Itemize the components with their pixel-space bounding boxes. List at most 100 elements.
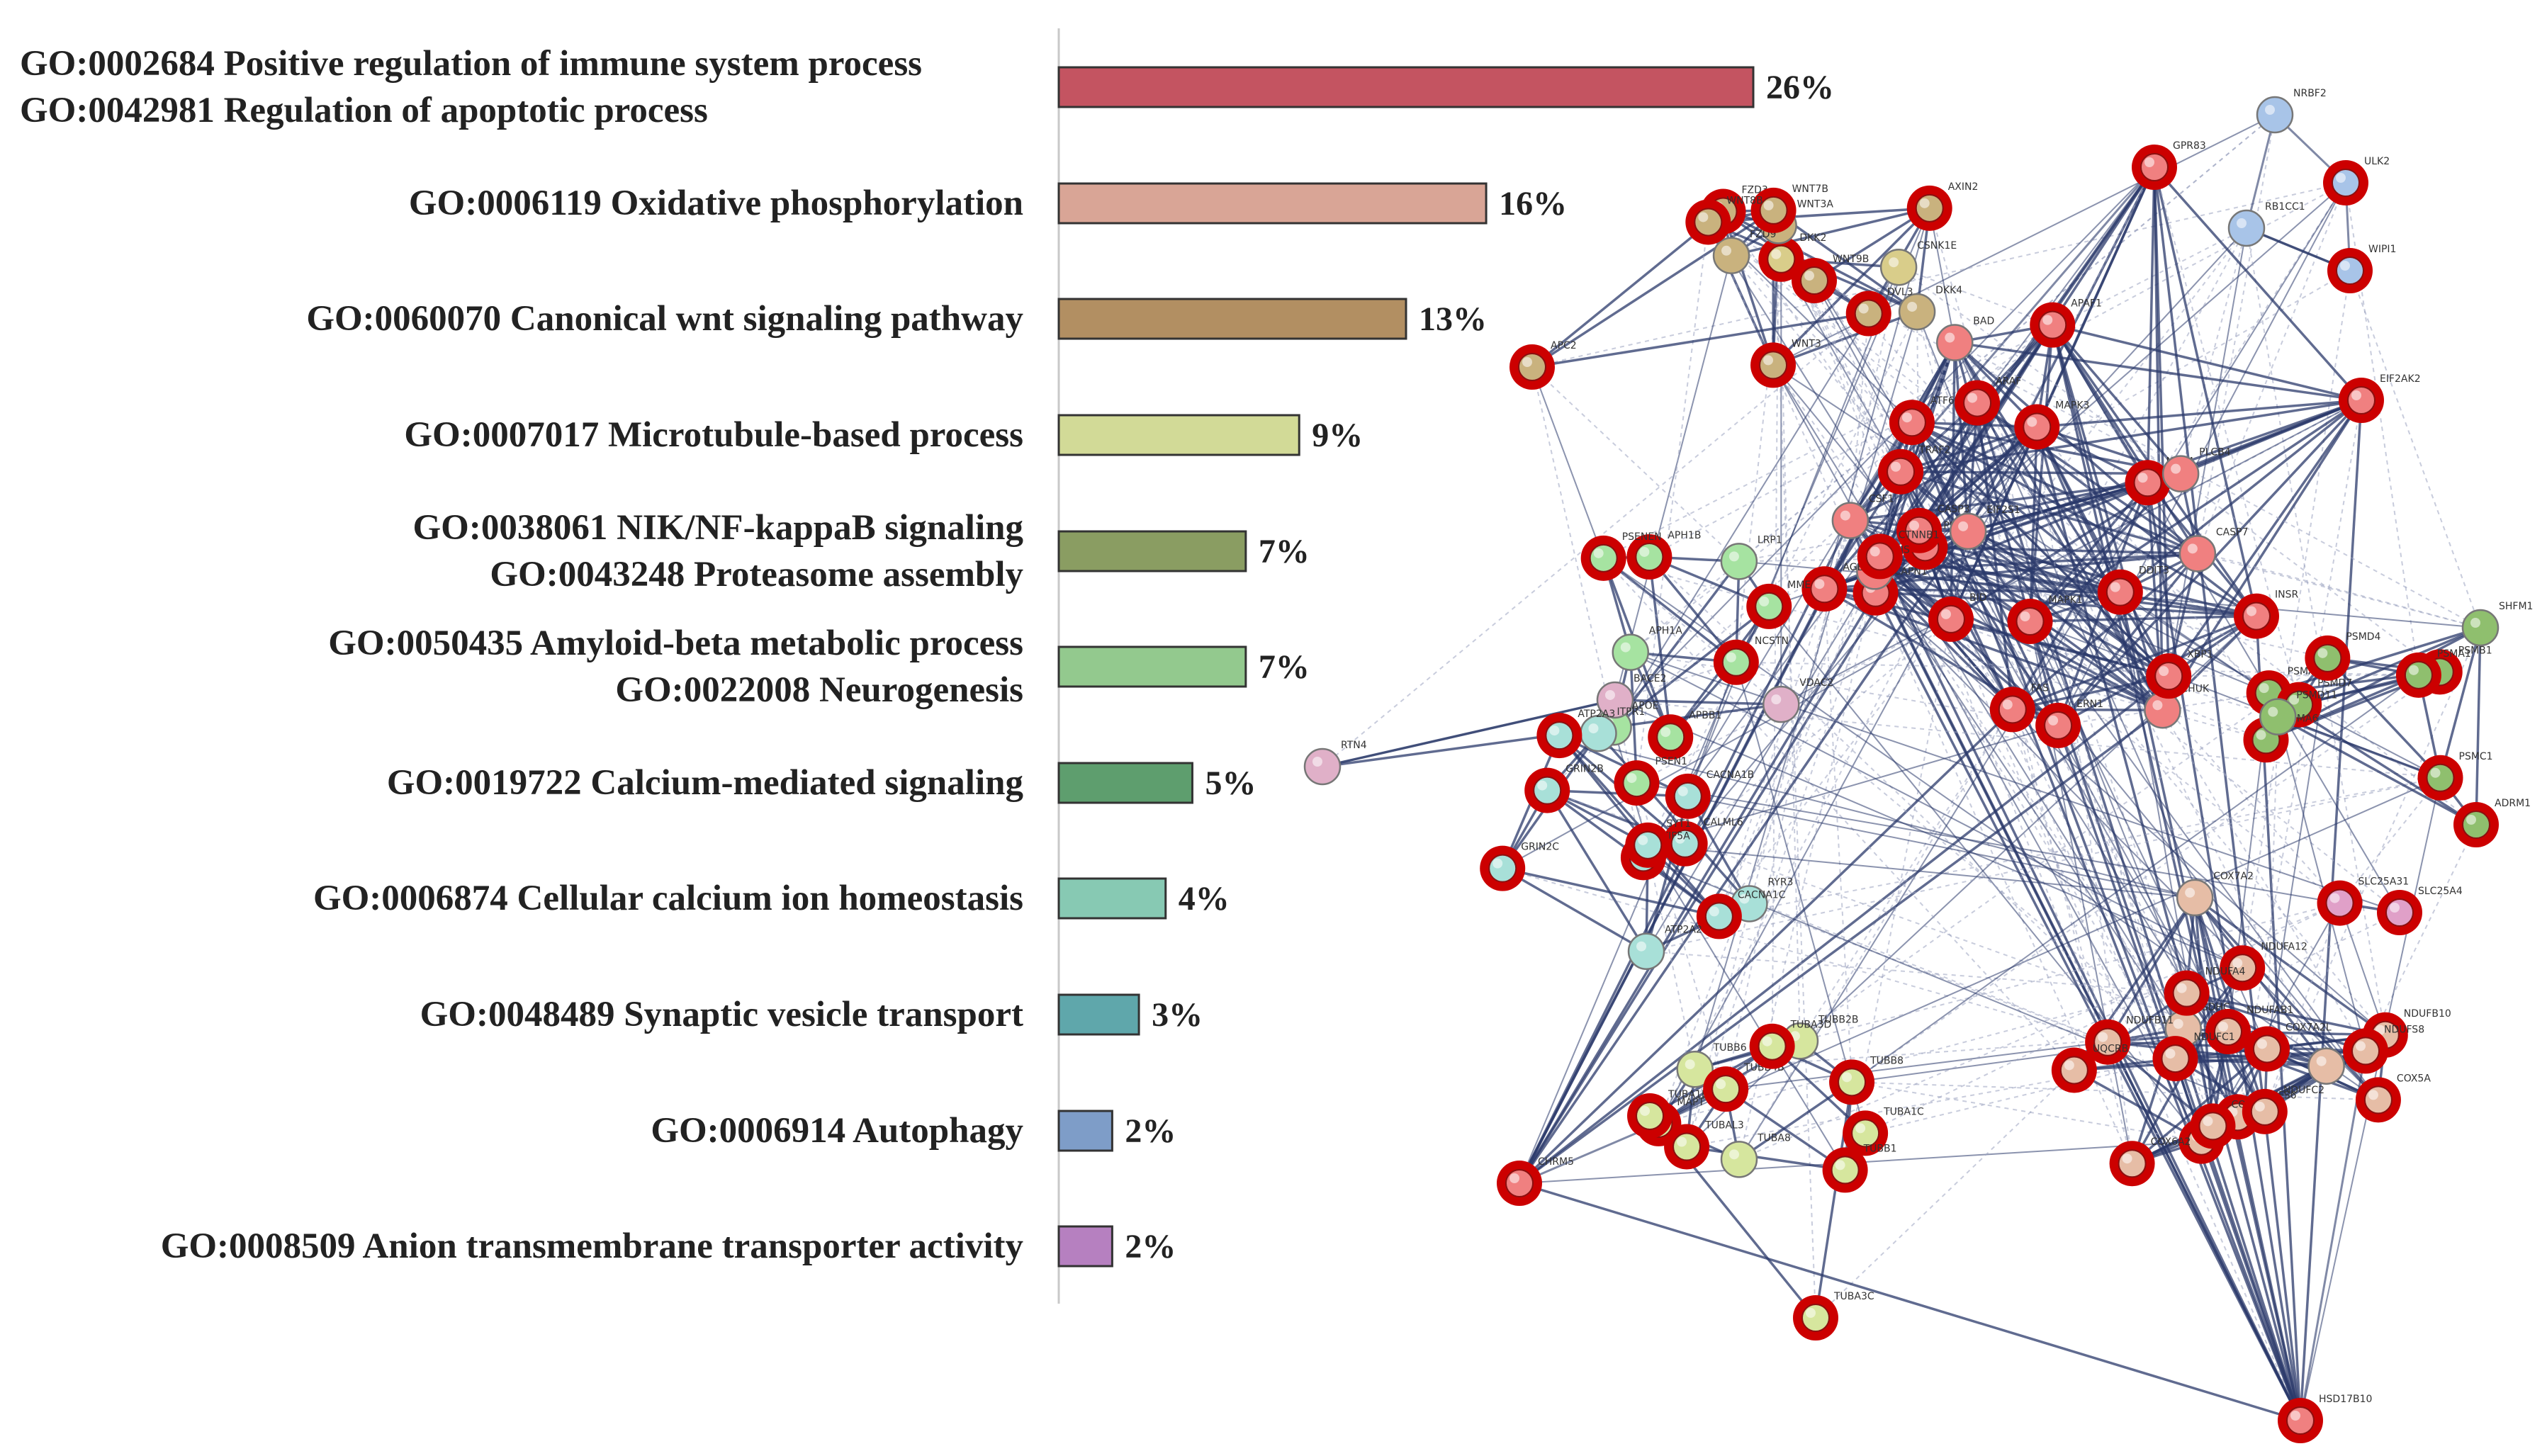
network-node: APH1B [1626, 530, 1701, 580]
network-edge [1686, 520, 1851, 1147]
node-circle [1801, 1304, 1830, 1332]
node-shine [1588, 723, 1599, 734]
network-node: PSMC1 [2417, 751, 2493, 801]
node-shine [2329, 893, 2340, 903]
network-node: COX7A2L [2244, 1022, 2332, 1072]
node-label: AXIN2 [1948, 181, 1979, 193]
node-circle [2161, 1044, 2190, 1073]
node-shine [1958, 521, 1969, 531]
network-edge [1685, 619, 1952, 845]
network-edge [2131, 1048, 2268, 1165]
node-shine [1728, 551, 1739, 562]
network-edge [1738, 1080, 1853, 1161]
node-label: GPR83 [2173, 140, 2206, 152]
node-shine [1626, 773, 1637, 784]
network-edge [1874, 426, 2038, 572]
node-circle [2242, 602, 2271, 631]
node-label: PSMA1 [2437, 648, 2471, 660]
node-shine [2042, 315, 2053, 325]
node-label: CSNK1E [1917, 240, 1957, 252]
node-shine [1763, 200, 1774, 210]
go-term-label: GO:0048489 Synaptic vesicle transport [420, 995, 1023, 1034]
node-label: SLC25A31 [2358, 876, 2410, 888]
node-label: TUBB2B [1818, 1014, 1859, 1025]
network-edge [1658, 967, 2243, 1124]
node-circle [1887, 457, 1916, 486]
bar [1057, 298, 1407, 340]
node-label: ATP2A3 [1578, 709, 1615, 720]
network-edge [1630, 651, 2243, 969]
node-shine [2064, 1060, 2074, 1071]
node-circle [1759, 351, 1788, 380]
bar [1057, 66, 1755, 108]
network-node: NRBF2 [2256, 88, 2327, 134]
network-edge [1738, 902, 2340, 1161]
network-node: COX7A2 [2176, 871, 2254, 917]
node-label: SYT1 [1666, 818, 1691, 830]
node-label: ADRM1 [2495, 798, 2531, 809]
node-circle [1879, 248, 1918, 286]
node-circle [2044, 711, 2073, 740]
node-label: TUBB1 [1863, 1143, 1897, 1154]
network-edge [1950, 618, 2278, 718]
node-circle [2015, 607, 2045, 636]
network-node: TUBB6 [1676, 1042, 1747, 1088]
node-circle [2325, 888, 2354, 918]
network-edge [1954, 342, 2199, 555]
network-node: BAD [1936, 316, 1994, 361]
node-label: NDUFC1 [2193, 1032, 2234, 1043]
node-circle [2332, 169, 2360, 197]
network-edge [1502, 867, 1647, 953]
network-edge [1546, 789, 1648, 952]
node-label: PSMD4 [2346, 631, 2380, 643]
network-node: WNT9B [1792, 254, 1869, 304]
go-term-label: GO:0006119 Oxidative phosphorylation [409, 184, 1023, 223]
network-edge [2036, 426, 2279, 718]
node-shine [2098, 1032, 2108, 1042]
node-label: XBP1 [2187, 649, 2213, 660]
network-edge [2277, 716, 2477, 826]
node-shine [1945, 332, 1955, 343]
node-shine [2390, 903, 2400, 913]
node-shine [2351, 390, 2361, 400]
bar-value-label: 9% [1312, 417, 1363, 454]
network-edge [1768, 606, 2203, 1142]
node-circle [1758, 1032, 1787, 1061]
node-circle [1704, 902, 1733, 931]
network-node: TUBA1C [1843, 1106, 1924, 1156]
node-shine [1549, 726, 1560, 736]
node-label: ATF6 [1930, 395, 1955, 407]
network-node: LRP1 [1720, 534, 1782, 580]
node-shine [2340, 261, 2350, 271]
node-circle [1656, 723, 1685, 752]
network-edge [1686, 1145, 1845, 1172]
go-term-label: GO:0060070 Canonical wnt signaling pathw… [306, 299, 1023, 339]
network-edge [1722, 210, 1901, 473]
network-edge [2193, 897, 2230, 1032]
network-node: MAPK1 [2007, 594, 2083, 645]
node-shine [1771, 249, 1782, 259]
node-label: DDIT3 [2139, 565, 2169, 577]
network-node: TUBB1 [1822, 1143, 1897, 1193]
node-label: NDUFB11 [2126, 1015, 2174, 1027]
network-edge [1772, 207, 1930, 366]
node-label: CACNA1C [1738, 889, 1786, 901]
go-term-label: GO:0019722 Calcium-mediated signaling [387, 763, 1023, 803]
network-node: CSF1 [1831, 494, 1894, 539]
go-term-label: GO:0038061 NIK/NF-kappaB signaling [413, 508, 1024, 548]
network-edge [2106, 897, 2196, 1043]
bar [1057, 993, 1140, 1036]
network-edge [1928, 208, 1956, 343]
network-edge [1955, 341, 2362, 402]
network-edge [1954, 342, 2268, 1049]
network-node: APH1A [1612, 626, 1682, 671]
node-circle [1635, 542, 1664, 571]
network-edge [1597, 732, 1750, 905]
network-node: CSNK1E [1879, 240, 1957, 286]
network-edge [1630, 651, 2400, 913]
network-edge [2212, 903, 2341, 1127]
node-shine [1675, 833, 1685, 844]
network-edge [1967, 530, 2441, 779]
network-edge [1815, 1069, 2075, 1319]
node-label: EIF2S1 [1986, 504, 2020, 516]
